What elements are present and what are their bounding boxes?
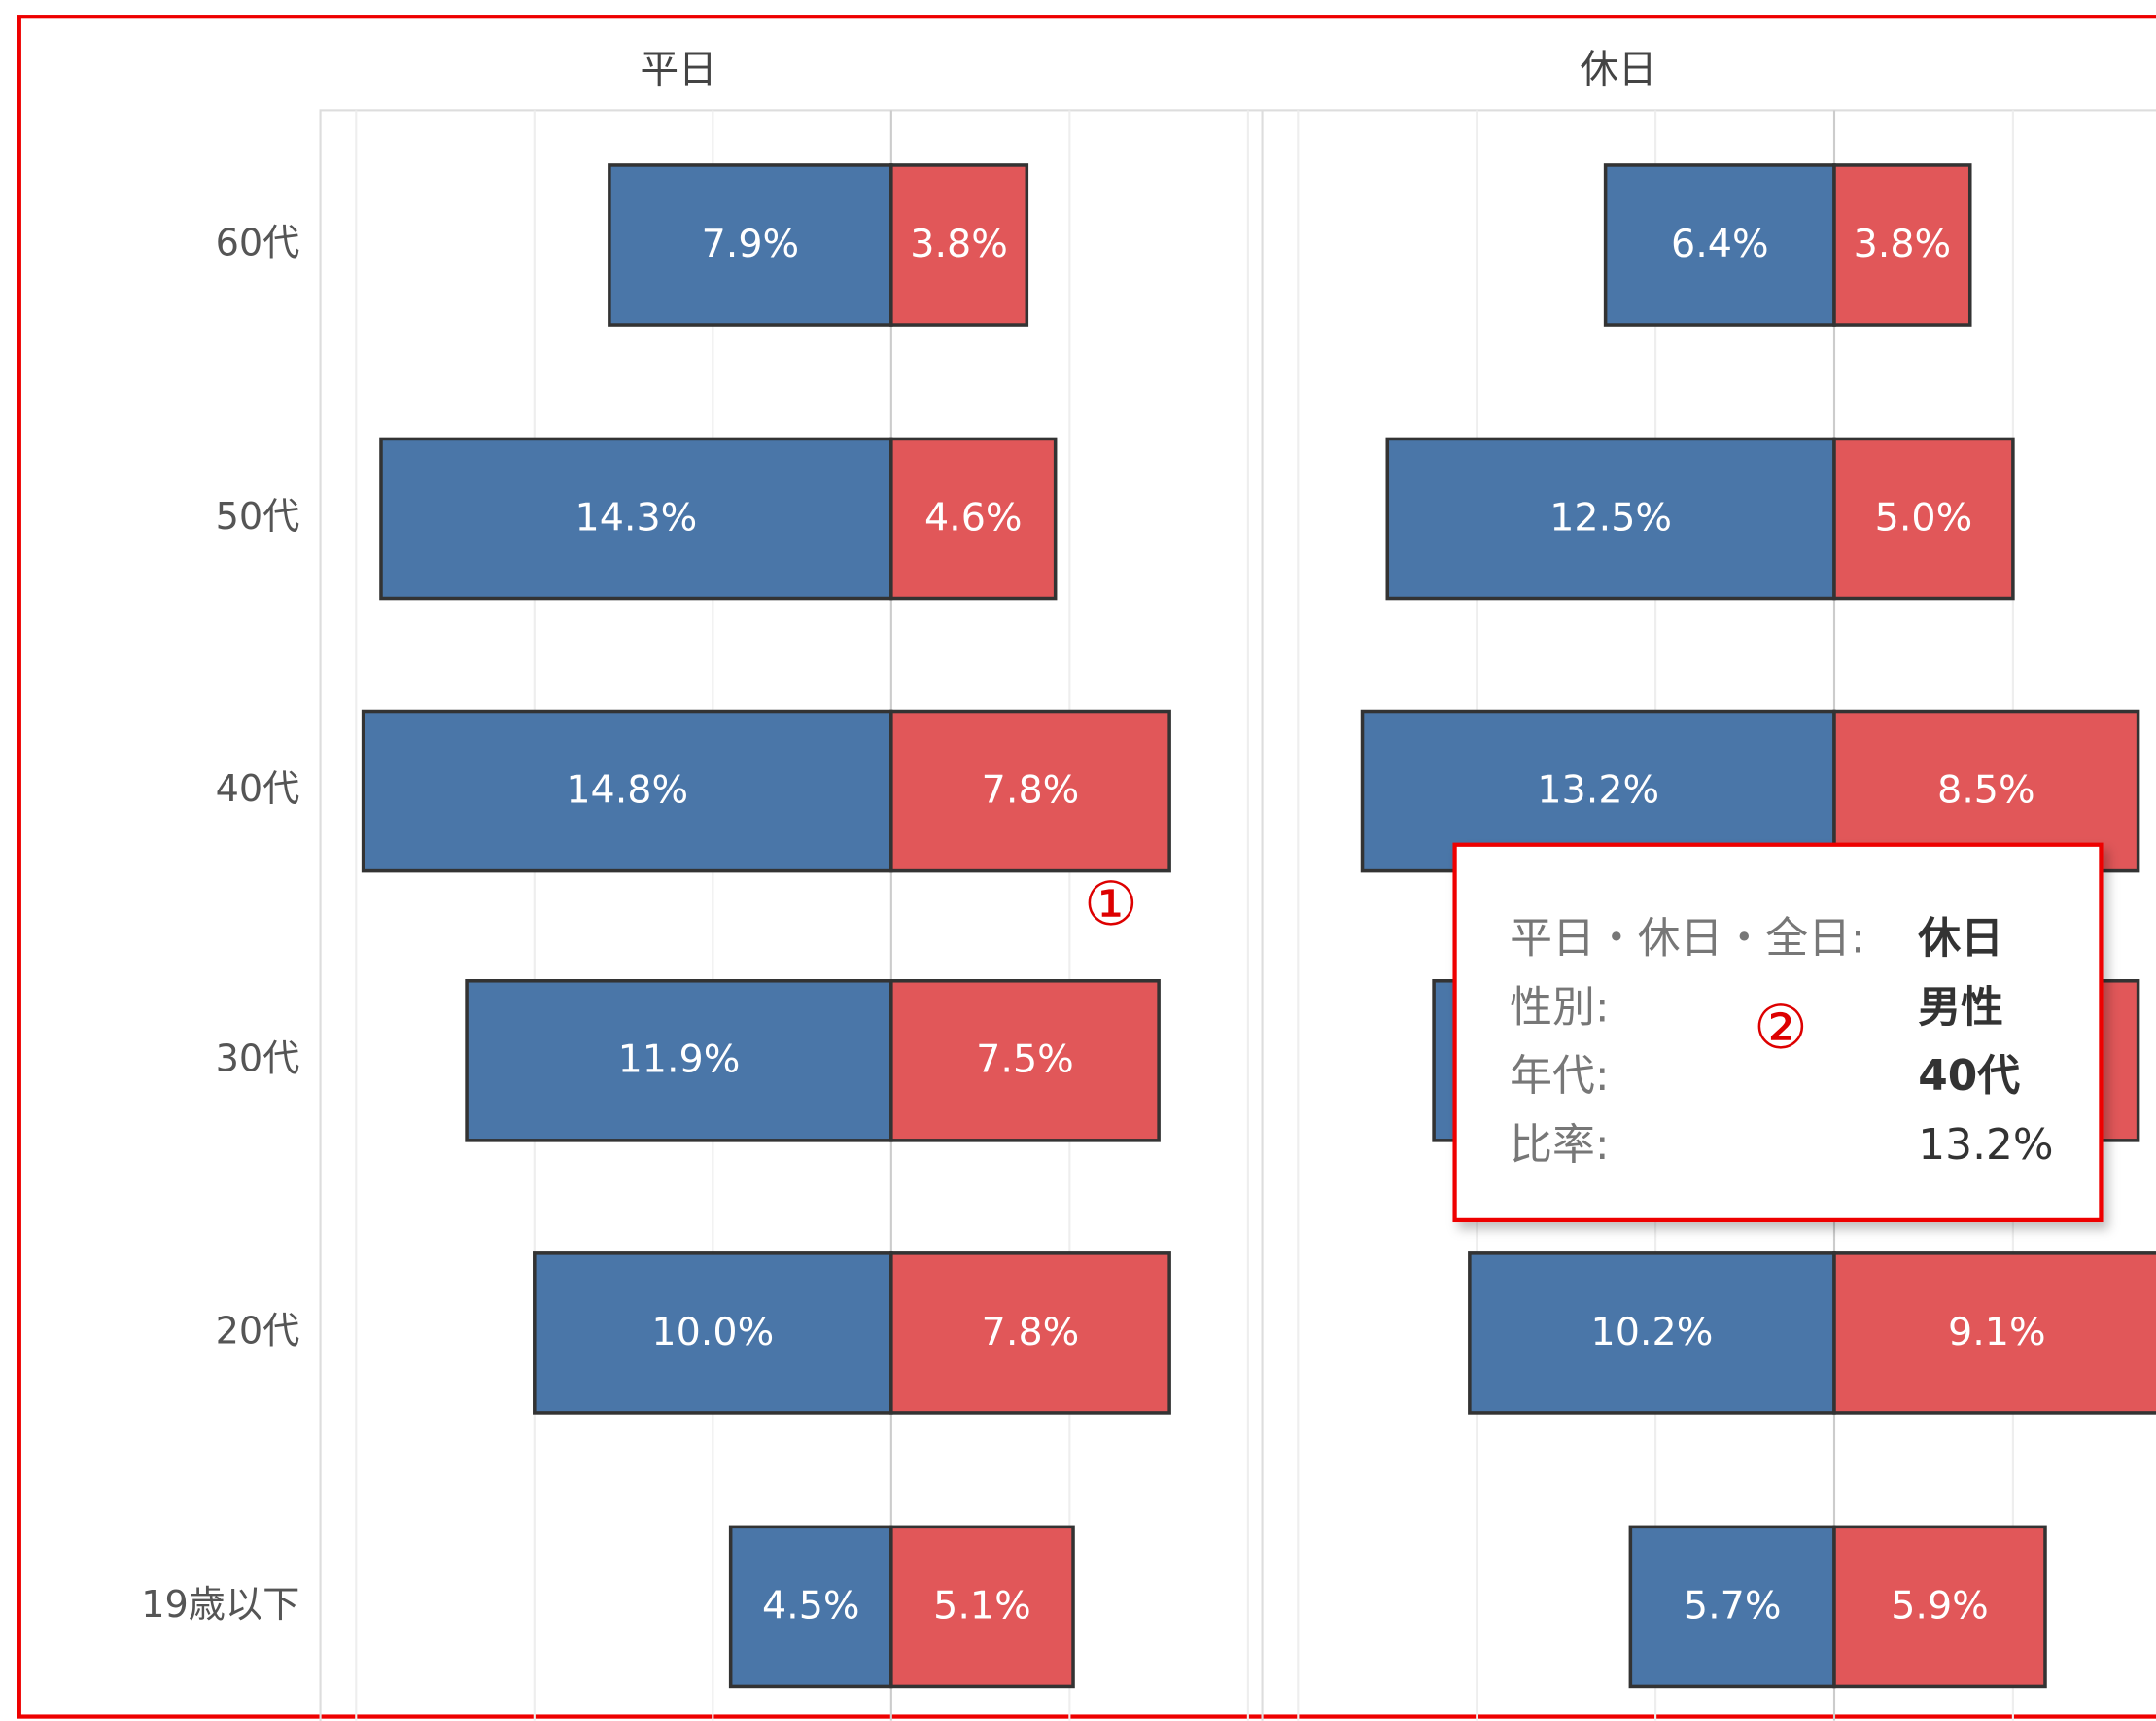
panel: 7.9% 14.3% 14.8% 11.9% 10.0% 4.5% 3.8% 4.6% 7.8%… — [355, 110, 1249, 1721]
y-tick-label: 30代 — [216, 1037, 300, 1080]
panel-title: 平日 — [640, 47, 716, 91]
bar — [1832, 437, 2015, 601]
tooltip-box — [1452, 842, 2104, 1223]
value-label: 4.6% — [924, 495, 1023, 540]
value-label: 5.9% — [1891, 1583, 1989, 1628]
value-label: 11.9% — [618, 1037, 741, 1082]
annotation: ② — [1754, 992, 1808, 1063]
tooltip-label: 平日・休日・全日: — [1510, 914, 1865, 964]
y-tick-label: 50代 — [216, 496, 300, 539]
bar — [1385, 437, 1836, 601]
bar — [533, 1251, 893, 1415]
bar — [361, 709, 893, 873]
bar — [1832, 1525, 2047, 1689]
value-label: 13.2% — [1537, 767, 1659, 812]
value-label: 9.1% — [1948, 1310, 2046, 1354]
plot-border — [319, 109, 2156, 1721]
bar — [1832, 1251, 2156, 1415]
value-label: 7.8% — [982, 1310, 1080, 1354]
bar — [379, 437, 893, 601]
bar — [728, 1525, 893, 1689]
bar — [1832, 163, 1972, 327]
value-label: 7.5% — [976, 1037, 1074, 1082]
panel-title: 休日 — [1580, 47, 1656, 91]
value-label: 5.7% — [1684, 1583, 1782, 1628]
tooltip-label: 年代: — [1510, 1051, 1609, 1101]
value-label: 7.8% — [982, 767, 1080, 812]
value-label: 10.2% — [1591, 1310, 1714, 1354]
value-label: 12.5% — [1549, 495, 1672, 540]
annotation: ① — [1084, 868, 1138, 939]
value-label: 8.5% — [1937, 767, 2035, 812]
value-label: 4.5% — [762, 1583, 860, 1628]
frame — [17, 15, 2156, 1719]
bar — [889, 437, 1058, 601]
value-label: 3.8% — [910, 222, 1008, 266]
bar — [889, 1525, 1075, 1689]
y-tick-label: 40代 — [216, 768, 300, 811]
bar — [889, 163, 1029, 327]
bar — [465, 979, 893, 1142]
tooltip-value: 13.2% — [1918, 1120, 2053, 1170]
value-label: 14.3% — [575, 495, 698, 540]
y-tick-label: 60代 — [216, 222, 300, 264]
tooltip-label: 比率: — [1510, 1120, 1609, 1170]
bar — [889, 1251, 1171, 1415]
tooltip-value: 休日 — [1917, 914, 2003, 964]
bar — [1603, 163, 1836, 327]
value-label: 5.0% — [1875, 495, 1973, 540]
bar — [608, 163, 893, 327]
y-tick-label: 20代 — [216, 1310, 300, 1352]
tooltip-value: 男性 — [1918, 982, 2003, 1032]
value-label: 3.8% — [1854, 222, 1952, 266]
value-label: 5.1% — [933, 1583, 1031, 1628]
value-label: 7.9% — [702, 222, 800, 266]
bar — [1628, 1525, 1836, 1689]
value-label: 6.4% — [1671, 222, 1769, 266]
tooltip-value: 40代 — [1918, 1051, 2020, 1101]
y-tick-label: 19歳以下 — [141, 1584, 299, 1627]
tooltip-label: 性別: — [1510, 982, 1609, 1032]
value-label: 10.0% — [651, 1310, 774, 1354]
value-label: 14.8% — [566, 767, 688, 812]
bar — [889, 709, 1171, 873]
bar — [889, 979, 1161, 1142]
